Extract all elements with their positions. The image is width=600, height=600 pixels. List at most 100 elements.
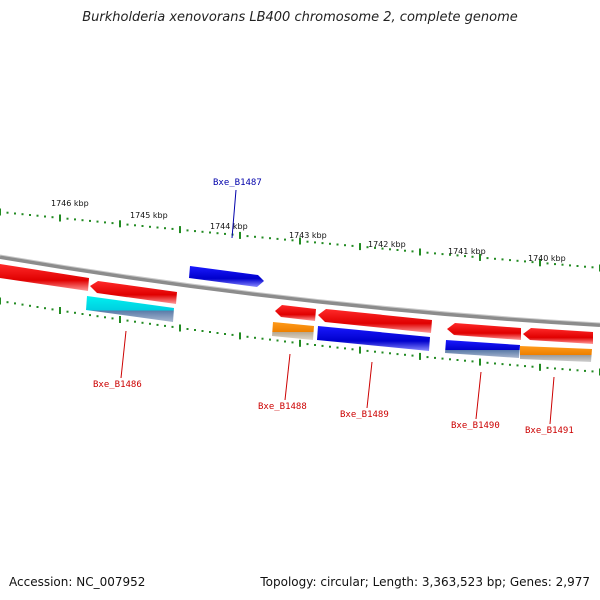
minor-tick [194, 230, 196, 233]
minor-tick [89, 219, 91, 222]
scale-label-1741: 1741 kbp [448, 247, 486, 256]
minor-tick [524, 365, 526, 368]
minor-tick [29, 304, 31, 307]
minor-tick [224, 333, 226, 335]
gene-label-b1487[interactable]: Bxe_B1487 [213, 178, 262, 188]
minor-tick [141, 321, 144, 324]
gene-arrow-b1489[interactable] [318, 309, 432, 333]
gene-label-b1488[interactable]: Bxe_B1488 [258, 402, 307, 412]
minor-tick [396, 249, 399, 251]
gene-arrow-left-partial[interactable] [0, 264, 89, 291]
minor-tick [186, 229, 189, 232]
minor-tick [104, 316, 106, 319]
minor-tick [516, 364, 519, 367]
lower-scale-ticks [0, 297, 600, 376]
minor-tick [546, 262, 549, 265]
minor-tick [449, 253, 451, 256]
minor-tick [291, 239, 294, 242]
minor-tick [426, 251, 429, 254]
gene-label-b1490[interactable]: Bxe_B1490 [451, 421, 500, 431]
minor-tick [374, 246, 376, 249]
minor-tick [141, 225, 144, 227]
minor-tick [269, 338, 271, 341]
minor-tick [134, 224, 136, 227]
gene-arrow-b1491[interactable] [523, 328, 593, 344]
minor-tick [156, 323, 159, 326]
minor-tick [494, 257, 496, 260]
minor-tick [381, 351, 384, 354]
minor-tick [96, 315, 99, 318]
minor-tick [156, 226, 159, 229]
minor-tick [276, 237, 279, 240]
major-tick [419, 352, 421, 360]
minor-tick [164, 324, 166, 327]
gene-arrow-b1486[interactable] [90, 281, 177, 304]
major-tick [479, 253, 481, 261]
leader-b1486 [120, 330, 127, 379]
major-tick [479, 358, 481, 366]
gene-arrow-b1490[interactable] [447, 323, 521, 340]
cds-bar-b1488[interactable] [272, 322, 314, 340]
major-tick [539, 259, 541, 267]
minor-tick [524, 260, 526, 263]
minor-tick [381, 247, 384, 250]
minor-tick [81, 313, 84, 315]
gene-label-b1489[interactable]: Bxe_B1489 [340, 410, 389, 420]
minor-tick [471, 360, 474, 363]
minor-tick [509, 363, 511, 366]
minor-tick [51, 216, 54, 219]
minor-tick [426, 356, 429, 359]
minor-tick [66, 217, 69, 220]
gene-label-b1491[interactable]: Bxe_B1491 [525, 426, 574, 436]
minor-tick [411, 354, 414, 357]
minor-tick [584, 369, 586, 372]
scale-label-1744: 1744 kbp [210, 222, 248, 231]
gene-label-b1486[interactable]: Bxe_B1486 [93, 380, 142, 390]
upper-scale-ticks [0, 208, 600, 272]
minor-tick [591, 266, 594, 269]
major-tick [179, 324, 181, 332]
minor-tick [74, 311, 76, 314]
minor-tick [51, 308, 54, 311]
minor-tick [111, 222, 114, 225]
major-tick [119, 220, 121, 228]
minor-tick [201, 230, 204, 233]
minor-tick [89, 314, 91, 317]
minor-tick [486, 361, 489, 364]
minor-tick [531, 261, 534, 264]
minor-tick [194, 329, 196, 331]
minor-tick [209, 331, 211, 333]
minor-tick [21, 213, 24, 216]
minor-tick [254, 336, 256, 339]
scale-label-1743: 1743 kbp [289, 231, 327, 240]
minor-tick [306, 240, 309, 243]
minor-tick [216, 232, 219, 235]
gene-arrow-b1487[interactable] [189, 266, 264, 287]
gene-arrow-b1488[interactable] [275, 305, 316, 321]
minor-tick [111, 317, 114, 320]
minor-tick [126, 223, 129, 226]
accession-text: Accession: NC_007952 [9, 575, 146, 589]
minor-tick [336, 346, 339, 349]
minor-tick [126, 319, 129, 322]
cds-bar-b1489[interactable] [317, 326, 430, 351]
cds-bar-b1490[interactable] [445, 340, 520, 358]
minor-tick [366, 246, 369, 249]
minor-tick [336, 243, 339, 246]
minor-tick [501, 258, 504, 261]
minor-tick [246, 335, 249, 338]
leader-b1488 [284, 353, 291, 401]
minor-tick [216, 332, 219, 334]
minor-tick [351, 348, 354, 351]
minor-tick [14, 302, 16, 305]
minor-tick [284, 340, 286, 343]
minor-tick [344, 347, 346, 350]
minor-tick [471, 255, 474, 258]
minor-tick [531, 365, 534, 368]
cds-bar-b1491[interactable] [520, 346, 592, 362]
minor-tick [441, 357, 444, 360]
minor-tick [36, 306, 39, 308]
major-tick [0, 208, 1, 216]
major-tick [419, 248, 421, 256]
cds-bar-b1486[interactable] [86, 296, 174, 322]
